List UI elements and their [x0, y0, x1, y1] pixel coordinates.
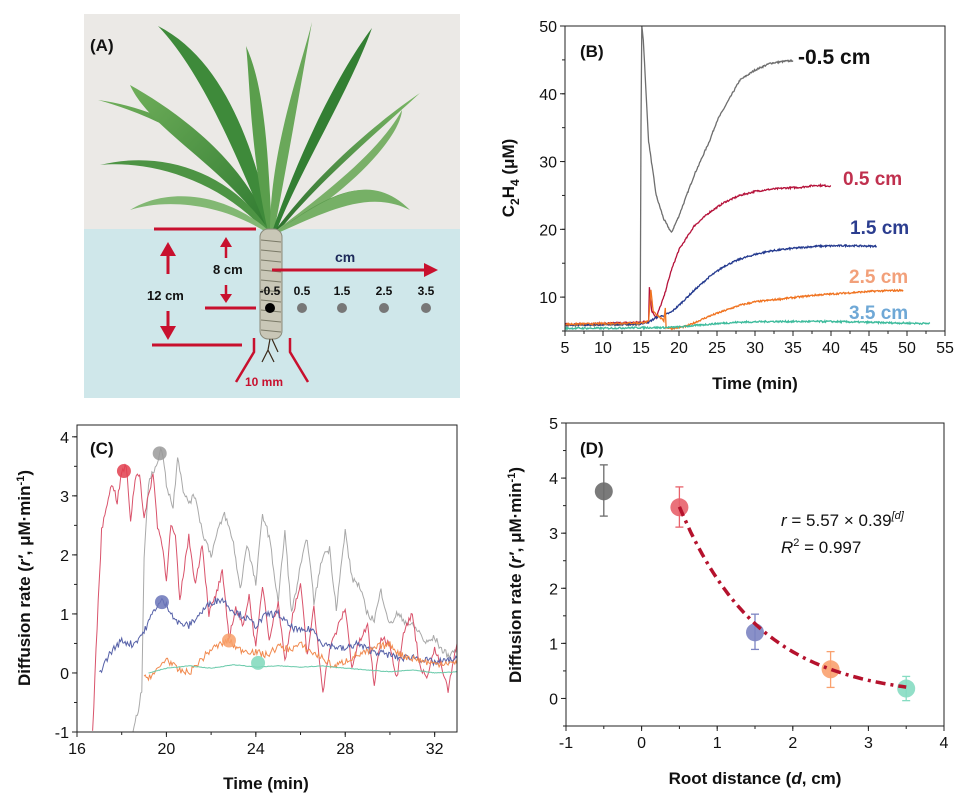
- series-line-1-5-cm: [565, 243, 878, 327]
- x-tick-label: 10: [594, 340, 612, 357]
- position-label: 2.5: [376, 284, 393, 298]
- panel-c-ylabel: Diffusion rate (r′, μM·min-1): [15, 470, 34, 686]
- panel-b-label: (B): [580, 42, 604, 61]
- x-tick-label: 3: [864, 735, 873, 752]
- peak-marker: [222, 633, 236, 648]
- position-label: 0.5: [294, 284, 311, 298]
- position-label: 1.5: [334, 284, 351, 298]
- plant-leaves: [98, 22, 420, 232]
- x-tick-label: 1: [713, 735, 722, 752]
- series-line-3-5-cm: [148, 664, 457, 674]
- x-tick-label: 4: [940, 735, 949, 752]
- x-tick-label: 5: [561, 340, 570, 357]
- sensor-dot: [379, 303, 389, 313]
- panel-c-frame: [76, 424, 458, 733]
- series-line-0-5-cm: [92, 463, 457, 731]
- series-label: -0.5 cm: [798, 46, 870, 69]
- x-tick-label: 15: [632, 340, 650, 357]
- position-label: 3.5: [418, 284, 435, 298]
- x-tick-label: 32: [426, 741, 444, 758]
- position-label: -0.5: [260, 284, 281, 298]
- x-tick-label: 40: [822, 340, 840, 357]
- series-line-3-5-cm: [565, 318, 931, 331]
- panel-c-label: (C): [90, 439, 114, 458]
- data-point: [897, 679, 916, 698]
- series-line--0-5-cm: [565, 26, 794, 328]
- y-tick-label: -1: [55, 725, 69, 742]
- fit-curve: [677, 506, 907, 689]
- root-width-label: 10 mm: [245, 375, 283, 389]
- y-tick-label: 30: [539, 155, 557, 172]
- data-point: [821, 660, 840, 679]
- panel-b-ylabel: C2H4 (μM): [499, 139, 522, 218]
- x-tick-label: -1: [559, 735, 573, 752]
- y-tick-label: 1: [60, 607, 69, 624]
- depth-total-label: 12 cm: [147, 288, 184, 303]
- series-label: 0.5 cm: [843, 169, 902, 190]
- panel-d-chart: -1 0 1 2 3 4 0 1 2 3 4 5 (D) r = 5.57 × 0.39[d] R2 …: [506, 416, 949, 788]
- peak-marker: [154, 595, 169, 610]
- depth-annotations: [152, 227, 438, 383]
- x-tick-label: 30: [746, 340, 764, 357]
- y-tick-label: 4: [549, 471, 558, 488]
- panel-a-label: (A): [90, 36, 114, 55]
- series-label: 1.5 cm: [850, 218, 909, 239]
- series-line-2-5-cm: [565, 288, 904, 331]
- y-tick-label: 0: [60, 666, 69, 683]
- sensor-dot: [337, 303, 347, 313]
- series-line--0-5-cm: [132, 447, 457, 732]
- panel-c-chart: 16 20 24 28 32 -1 0 1 2 3 4 (C) Time (min) Diffusi…: [15, 424, 458, 793]
- x-tick-label: 20: [670, 340, 688, 357]
- y-tick-label: 10: [539, 290, 557, 307]
- root-tips: [261, 338, 279, 363]
- depth-sample-label: 8 cm: [213, 262, 243, 277]
- fit-r-squared: R2 = 0.997: [781, 537, 861, 557]
- x-tick-label: 45: [860, 340, 878, 357]
- panel-d-frame: [565, 422, 945, 727]
- y-tick-label: 50: [539, 19, 557, 36]
- sensor-positions: -0.5 0.5 1.5 2.5 3.5: [260, 284, 435, 313]
- y-tick-label: 4: [60, 430, 69, 447]
- x-tick-label: 20: [158, 741, 176, 758]
- x-tick-label: 24: [247, 741, 265, 758]
- y-tick-label: 5: [549, 416, 558, 433]
- distance-unit-label: cm: [335, 249, 355, 265]
- y-tick-label: 0: [549, 691, 558, 708]
- panel-b-xlabel: Time (min): [712, 374, 798, 393]
- x-tick-label: 16: [68, 741, 86, 758]
- series-label: 2.5 cm: [849, 267, 908, 288]
- y-tick-label: 2: [60, 548, 69, 565]
- y-tick-label: 3: [549, 526, 558, 543]
- x-tick-label: 55: [936, 340, 954, 357]
- y-tick-label: 3: [60, 489, 69, 506]
- panel-b-chart: 5 10 15 20 25 30 35 40 45 50 55 10 20 30 40 50 (B) -0.5…: [499, 19, 954, 393]
- y-tick-label: 40: [539, 87, 557, 104]
- x-tick-label: 28: [336, 741, 354, 758]
- panel-d-ylabel: Diffusion rate (r′, μM·min-1): [506, 467, 525, 683]
- panel-c-xlabel: Time (min): [223, 774, 309, 793]
- y-tick-label: 2: [549, 581, 558, 598]
- sensor-dot: [297, 303, 307, 313]
- panel-a-illustration: (A) 12 cm 8 cm cm 10 mm -0.5 0.5 1.5 2.5 3.5: [84, 14, 460, 398]
- x-tick-label: 25: [708, 340, 726, 357]
- panel-d-xlabel: Root distance (d, cm): [669, 769, 842, 788]
- y-tick-label: 20: [539, 222, 557, 239]
- sensor-dot: [421, 303, 431, 313]
- y-tick-label: 1: [549, 636, 558, 653]
- series-label: 3.5 cm: [849, 303, 908, 324]
- x-tick-label: 0: [637, 735, 646, 752]
- peak-marker: [251, 655, 266, 670]
- sensor-dot-active: [265, 303, 275, 313]
- panel-d-label: (D): [580, 439, 604, 458]
- peak-marker: [152, 446, 167, 461]
- peak-marker: [116, 464, 131, 479]
- x-tick-label: 50: [898, 340, 916, 357]
- series-line-0-5-cm: [565, 182, 832, 327]
- data-point: [594, 482, 613, 501]
- x-tick-label: 2: [788, 735, 797, 752]
- series-line-2-5-cm: [143, 637, 457, 682]
- x-tick-label: 35: [784, 340, 802, 357]
- fit-equation: r = 5.57 × 0.39[d]: [781, 510, 905, 530]
